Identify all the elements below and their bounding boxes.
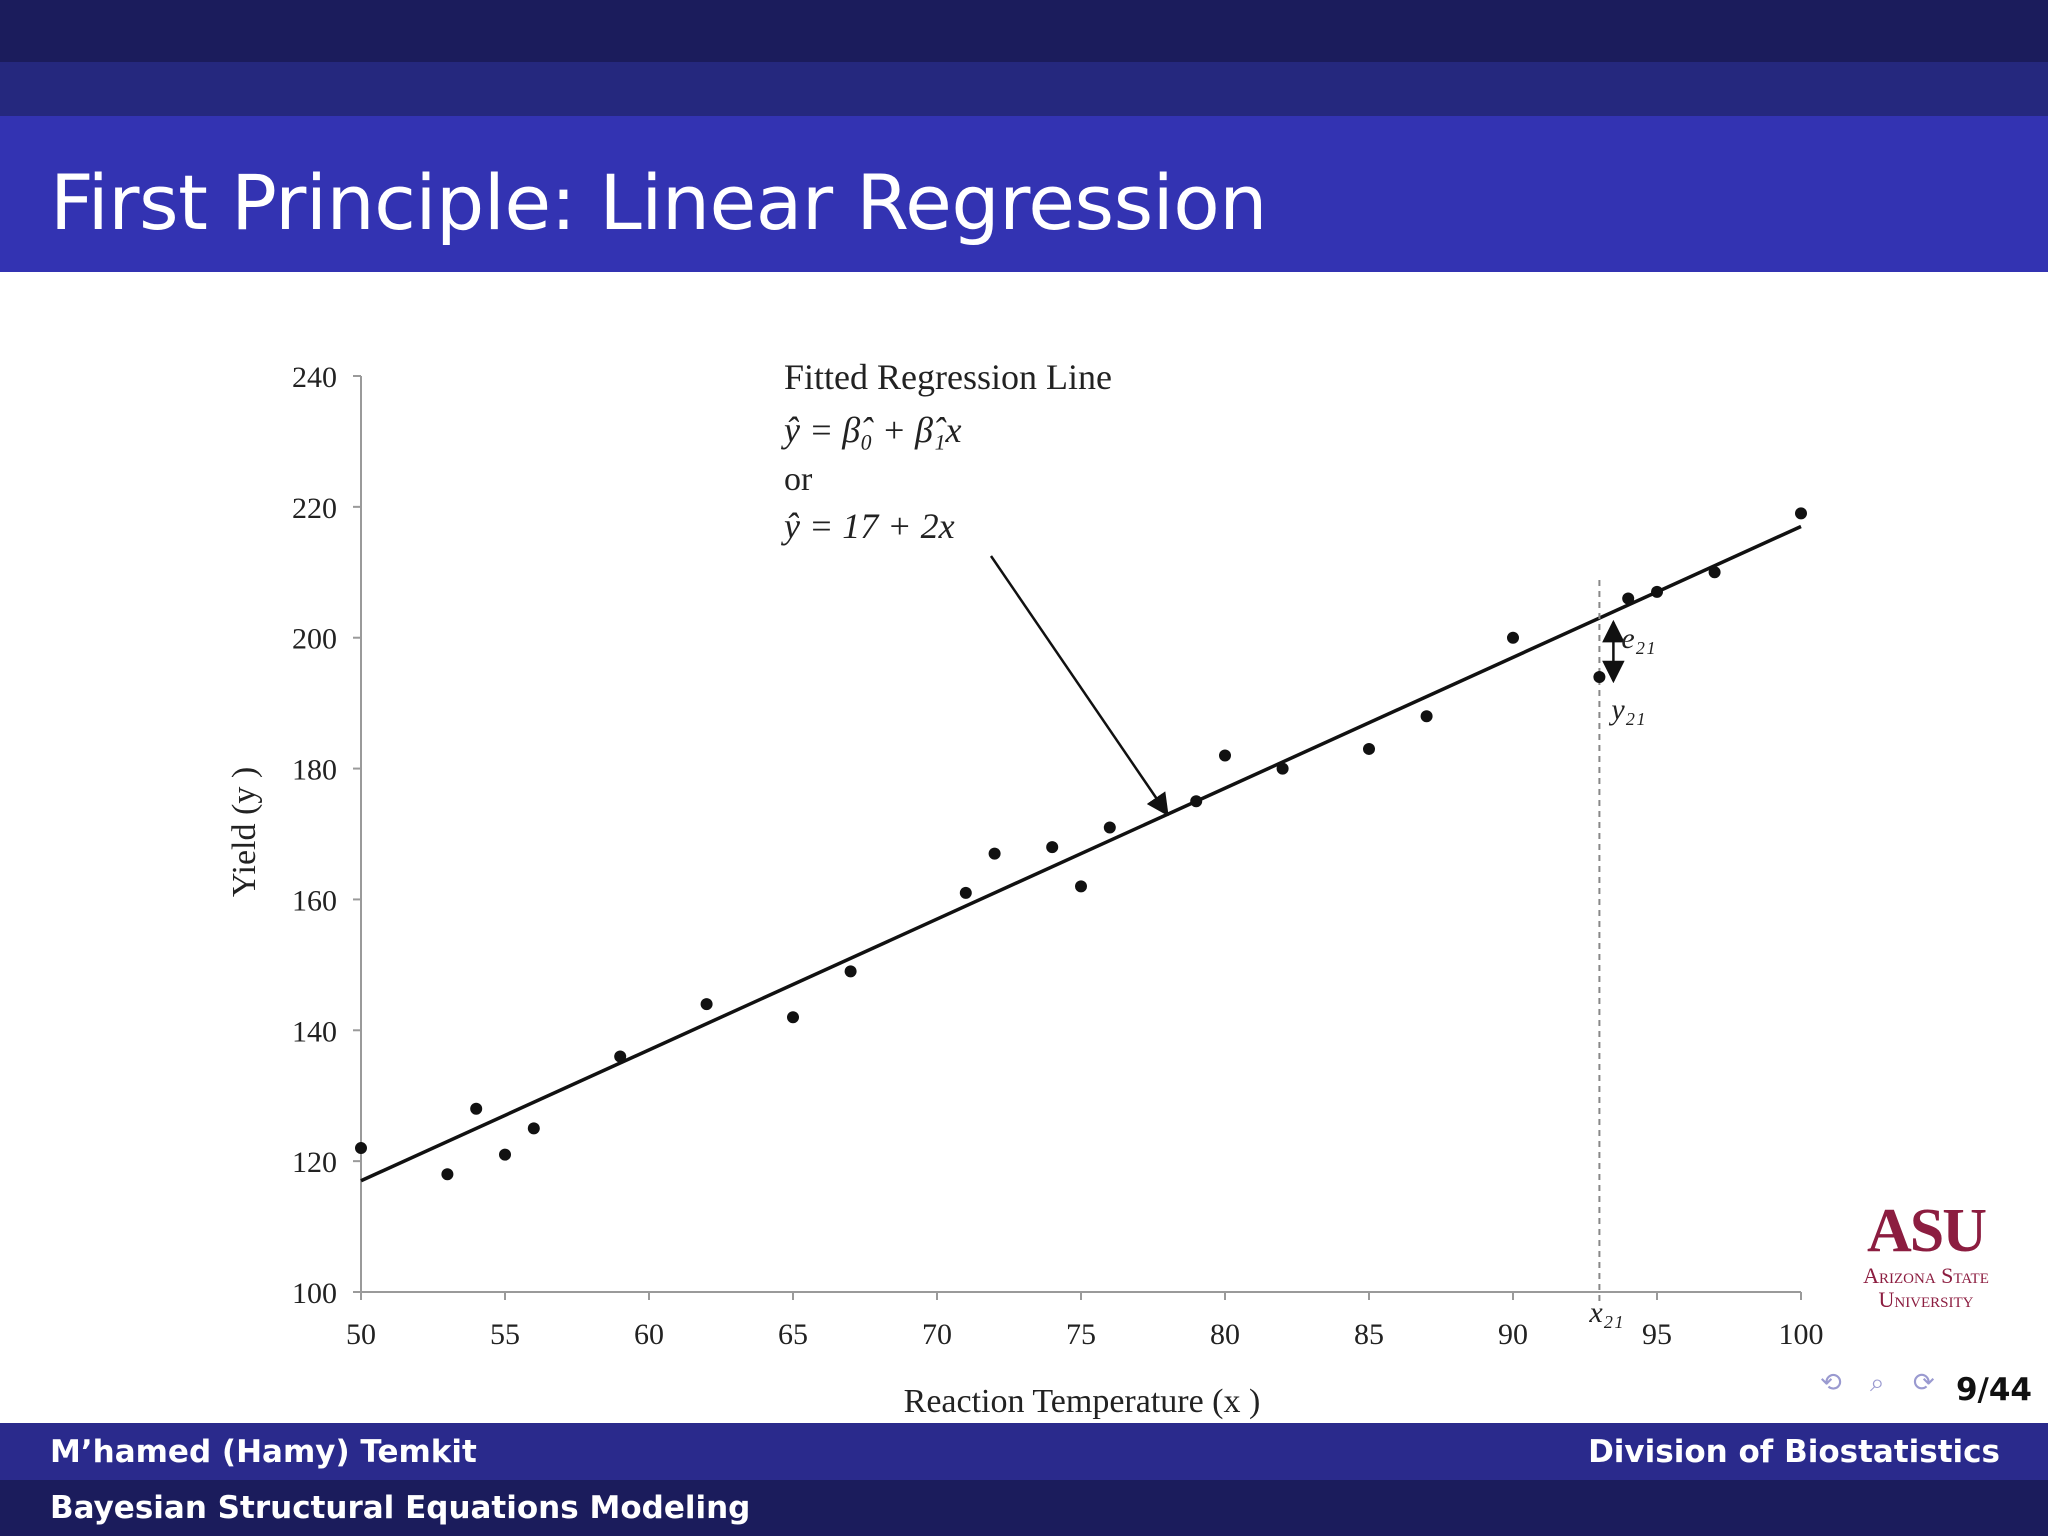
data-point [1046,841,1059,854]
data-point [1795,507,1807,520]
scatter-chart: 100 120 140 160 180 200 220 240 50 55 60 65 70 75 80 85… [226,357,1824,1420]
data-point [1593,670,1606,683]
data-point [1075,880,1087,893]
y-tick-label: 140 [292,1015,337,1048]
slide-title: First Principle: Linear Regression [50,158,1267,247]
x-tick-label: 55 [490,1318,520,1351]
x-tick-label: 75 [1066,1318,1096,1351]
fitted-regression-line [360,524,1802,1183]
footer-top-band [0,1423,2048,1480]
x-tick-label: 65 [778,1318,808,1351]
y-tick-label: 180 [292,754,337,787]
beamer-nav-icons[interactable]: ⟲ ⌕ ⟳ [1820,1368,1945,1398]
data-point [844,965,857,978]
chart-marks: e₂₁ y₂₁ x₂₁ [355,507,1807,1329]
data-point [1363,742,1375,755]
data-point [1651,585,1663,598]
annotation-equation-1: ŷ = β̂₀ + β̂₁x [781,410,961,450]
residual-e-label: e₂₁ [1621,622,1655,655]
data-point [527,1122,540,1135]
data-point [1507,631,1519,644]
data-point [1420,710,1433,723]
chart-annotation: Fitted Regression Line ŷ = β̂₀ + β̂₁x or… [781,357,1169,817]
footer-affiliation: Division of Biostatistics [1588,1434,2000,1470]
x-axis-label: Reaction Temperature (x ) [904,1383,1261,1420]
y-tick-label: 220 [292,492,337,525]
asu-logo-line-2: University [1878,1287,1974,1312]
data-point [441,1168,454,1181]
data-point [988,847,1001,860]
data-point [1190,795,1203,808]
y-tick-label: 240 [292,361,337,394]
y-axis-label: Yield (y ) [226,767,263,897]
x-tick-label: 95 [1642,1318,1672,1351]
residual-y-label: y₂₁ [1608,693,1645,726]
footer-talk-title: Bayesian Structural Equations Modeling [50,1490,751,1526]
x-tick-label: 90 [1498,1318,1528,1351]
data-point [787,1011,799,1024]
asu-logo-line-1: Arizona State [1863,1263,1989,1288]
data-point [1708,566,1721,579]
x-tick-label: 50 [346,1318,376,1351]
title-bar [0,116,2048,272]
y-tick-label: 160 [292,884,337,917]
annotation-or: or [784,461,813,498]
header-mid-band [0,62,2048,116]
chart-ticks: 100 120 140 160 180 200 220 240 50 55 60 65 70 75 80 85… [292,361,1824,1351]
annotation-equation-2: ŷ = 17 + 2x [781,506,955,546]
data-point [1219,749,1231,762]
header-top-band [0,0,2048,62]
data-point [1622,592,1635,605]
page-number: 9/44 [1955,1372,2032,1408]
data-point [499,1148,511,1161]
annotation-arrow [989,555,1169,817]
asu-logo-mark: ASU [1866,1197,1987,1265]
x-tick-label: 80 [1210,1318,1240,1351]
data-point [470,1102,483,1115]
asu-logo: ASU Arizona State University [1836,1197,2016,1316]
data-point [700,998,713,1011]
y-tick-label: 120 [292,1146,337,1179]
y-tick-label: 200 [292,623,337,656]
footer-author: M’hamed (Hamy) Temkit [50,1434,477,1470]
x-tick-label: 70 [922,1318,952,1351]
data-point [614,1050,627,1063]
x-tick-label: 60 [634,1318,664,1351]
footer-bottom-band [0,1480,2048,1536]
residual-x-label: x₂₁ [1588,1296,1623,1329]
y-tick-label: 100 [292,1277,337,1310]
x-tick-label: 85 [1354,1318,1384,1351]
data-point [1276,762,1289,775]
annotation-heading: Fitted Regression Line [784,357,1112,397]
x-tick-label: 100 [1779,1318,1824,1351]
data-point [355,1142,367,1155]
data-point [959,886,972,899]
data-point [1103,821,1116,834]
chart-axes [360,376,1801,1293]
